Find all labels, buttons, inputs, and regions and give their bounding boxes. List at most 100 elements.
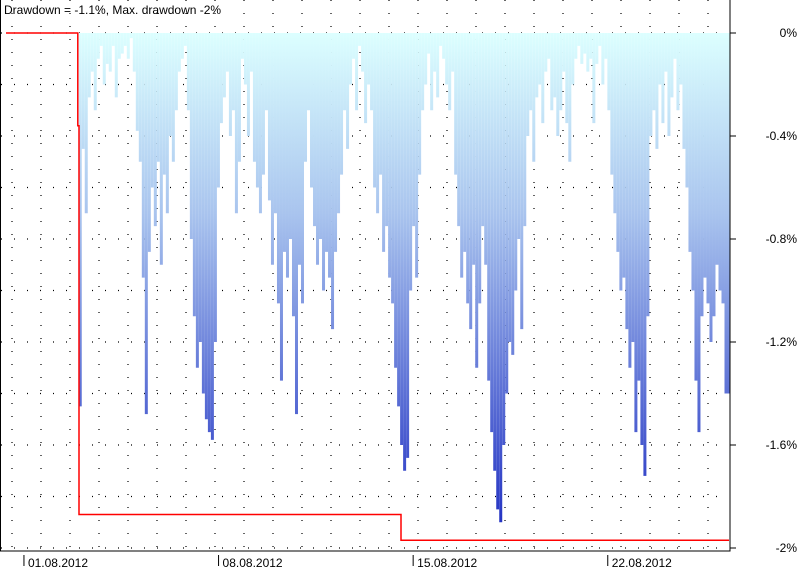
drawdown-bar (613, 33, 617, 214)
drawdown-bar (592, 33, 596, 124)
drawdown-bar (364, 33, 368, 124)
drawdown-bar (577, 33, 581, 46)
drawdown-bar (640, 33, 644, 445)
drawdown-bar (538, 33, 542, 85)
drawdown-bar (210, 33, 214, 440)
drawdown-bar (240, 33, 244, 59)
drawdown-bar (463, 33, 467, 252)
drawdown-bar (583, 33, 587, 54)
y-tick-label: -0.8% (766, 232, 798, 246)
drawdown-bar (499, 33, 503, 523)
drawdown-bar (219, 33, 223, 124)
drawdown-bar (373, 33, 377, 188)
drawdown-bar (682, 33, 686, 149)
drawdown-bar (487, 33, 491, 381)
drawdown-bar (586, 33, 590, 72)
drawdown-bar (249, 33, 253, 72)
drawdown-bar (415, 33, 419, 278)
drawdown-bar (301, 33, 305, 304)
drawdown-bar (721, 33, 725, 304)
drawdown-bar (349, 33, 353, 85)
drawdown-bar (189, 33, 193, 239)
drawdown-bar (138, 33, 142, 162)
drawdown-bar (547, 33, 551, 59)
drawdown-bar (385, 33, 389, 227)
drawdown-bar (276, 33, 280, 304)
drawdown-bar (213, 33, 217, 342)
drawdown-bar (243, 33, 247, 85)
drawdown-bar (307, 33, 311, 111)
drawdown-bar (526, 33, 530, 136)
drawdown-bar (715, 33, 719, 265)
drawdown-bar (514, 33, 518, 291)
drawdown-bar (661, 33, 665, 124)
drawdown-bar (496, 33, 500, 510)
drawdown-bar (700, 33, 704, 317)
drawdown-bar (727, 33, 731, 394)
drawdown-bar (171, 33, 175, 162)
drawdown-bar (697, 33, 701, 433)
drawdown-bar (550, 33, 554, 111)
drawdown-bar (78, 33, 82, 407)
drawdown-bar (484, 33, 488, 265)
drawdown-bar (352, 33, 356, 59)
drawdown-bar (604, 33, 608, 59)
drawdown-bar (571, 33, 575, 85)
drawdown-bar (445, 33, 449, 85)
drawdown-bar (87, 33, 91, 98)
drawdown-bar (412, 33, 416, 227)
drawdown-bar (343, 33, 347, 111)
x-tick-label: 08.08.2012 (223, 556, 283, 570)
drawdown-bar (319, 33, 323, 239)
x-tick-label: 22.08.2012 (612, 556, 672, 570)
drawdown-bar (270, 33, 274, 265)
drawdown-bar (162, 33, 166, 175)
drawdown-bar (174, 33, 178, 111)
drawdown-bar (141, 33, 145, 278)
drawdown-bar (180, 33, 184, 59)
drawdown-bar (340, 33, 344, 175)
drawdown-bar (99, 33, 103, 46)
drawdown-bar (508, 33, 512, 342)
drawdown-bar (81, 33, 85, 149)
drawdown-bar (90, 33, 94, 72)
drawdown-bar (505, 33, 509, 394)
drawdown-bar (709, 33, 713, 342)
drawdown-bar (397, 33, 401, 407)
drawdown-bar (120, 33, 124, 54)
drawdown-bar (541, 33, 545, 124)
drawdown-bar (574, 33, 578, 59)
drawdown-bar (553, 33, 557, 98)
drawdown-bar (598, 33, 602, 46)
drawdown-bar (667, 33, 671, 136)
drawdown-bar (670, 33, 674, 98)
drawdown-bar (631, 33, 635, 342)
drawdown-bar (610, 33, 614, 175)
drawdown-bar (222, 33, 226, 98)
drawdown-bar (159, 33, 163, 265)
chart-title: Drawdown = -1.1%, Max. drawdown -2% (4, 3, 221, 17)
drawdown-bar (108, 33, 112, 72)
drawdown-bar (394, 33, 398, 368)
drawdown-bar (388, 33, 392, 278)
plot-frame (0, 0, 731, 552)
drawdown-bar (502, 33, 506, 445)
drawdown-bar (703, 33, 707, 278)
drawdown-bar (658, 33, 662, 85)
drawdown-bar (439, 33, 443, 46)
drawdown-bar (165, 33, 169, 214)
drawdown-bar (198, 33, 202, 342)
drawdown-bar (688, 33, 692, 252)
drawdown-bar (400, 33, 404, 445)
drawdown-bar (544, 33, 548, 72)
drawdown-bar (132, 33, 136, 72)
drawdown-bar (123, 33, 127, 46)
drawdown-bar (427, 33, 431, 54)
drawdown-bar (328, 33, 332, 278)
drawdown-bar (126, 33, 130, 59)
drawdown-bar (93, 33, 97, 111)
drawdown-bar (258, 33, 262, 214)
drawdown-bar (457, 33, 461, 227)
drawdown-bar (628, 33, 632, 368)
